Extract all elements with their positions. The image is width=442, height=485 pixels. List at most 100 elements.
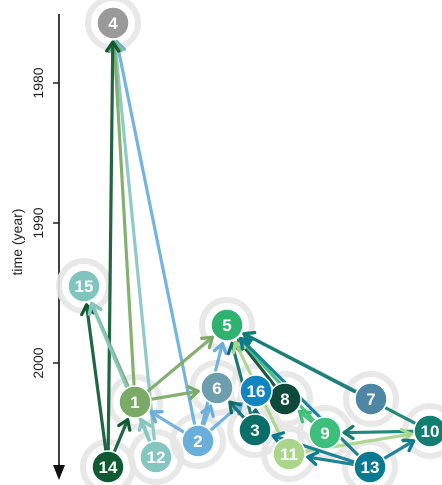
node-label: 11 <box>280 445 298 464</box>
node-label: 4 <box>108 14 118 33</box>
edge-line <box>230 403 248 422</box>
citation-edge <box>306 450 358 467</box>
node-circle <box>239 374 273 408</box>
paper-node-8[interactable]: 8 <box>268 382 302 416</box>
node-circle <box>200 371 234 405</box>
edge-line <box>245 334 420 427</box>
node-halo <box>199 297 255 353</box>
citation-edge <box>380 438 416 462</box>
paper-node-11[interactable]: 11 <box>272 437 306 471</box>
node-halo <box>343 371 399 427</box>
paper-node-9[interactable]: 9 <box>308 416 342 450</box>
arrowhead-icon <box>401 438 416 453</box>
node-label: 14 <box>99 458 118 477</box>
arrowhead-icon <box>105 40 121 53</box>
node-circle <box>308 416 342 450</box>
citation-edges <box>80 40 420 467</box>
node-circle <box>413 414 442 448</box>
arrowhead-icon <box>228 400 242 415</box>
arrowhead-icon <box>238 336 253 351</box>
arrowhead-icon <box>342 424 355 441</box>
paper-node-13[interactable]: 13 <box>353 450 387 484</box>
node-label: 2 <box>193 432 202 451</box>
node-label: 8 <box>280 390 289 409</box>
node-label: 13 <box>361 458 380 477</box>
node-label: 7 <box>366 390 375 409</box>
paper-node-12[interactable]: 12 <box>139 440 173 474</box>
node-circle <box>354 382 388 416</box>
paper-node-10[interactable]: 10 <box>413 414 442 448</box>
citation-edge <box>144 335 215 395</box>
node-circle <box>210 308 244 342</box>
citation-edge <box>147 385 200 402</box>
axis-tick-label: 1990 <box>30 207 46 238</box>
node-label: 1 <box>130 393 139 412</box>
citation-edge <box>228 400 248 422</box>
paper-node-4[interactable]: 4 <box>96 6 130 40</box>
citation-edge <box>200 404 215 430</box>
edge-line <box>85 307 108 455</box>
paper-node-16[interactable]: 16 <box>239 374 273 408</box>
axis-ticks: 1980 1990 2000 <box>30 67 59 379</box>
edge-line <box>112 44 136 390</box>
edge-line <box>147 390 196 402</box>
paper-node-7[interactable]: 7 <box>354 382 388 416</box>
node-label: 10 <box>421 422 440 441</box>
node-circle <box>272 437 306 471</box>
arrowhead-icon <box>117 417 132 432</box>
arrowhead-icon <box>149 410 164 424</box>
node-label: 15 <box>75 277 94 296</box>
node-circle <box>353 450 387 484</box>
time-axis: 1980 1990 2000 time (year) <box>9 14 65 480</box>
edge-line <box>380 441 412 462</box>
node-circle <box>96 6 130 40</box>
paper-node-3[interactable]: 3 <box>238 413 272 447</box>
arrowhead-icon <box>87 301 102 316</box>
citation-edge <box>105 40 121 455</box>
node-circle <box>91 450 125 484</box>
arrowhead-icon <box>271 431 286 446</box>
edge-line <box>106 44 115 455</box>
arrowhead-icon <box>200 404 215 418</box>
edge-line <box>310 456 358 467</box>
node-circle <box>118 385 152 419</box>
arrowhead-icon <box>306 450 320 466</box>
paper-node-5[interactable]: 5 <box>210 308 244 342</box>
node-circle <box>238 413 272 447</box>
axis-arrowhead-icon <box>53 465 65 480</box>
arrowhead-icon <box>212 341 228 356</box>
node-label: 5 <box>222 316 231 335</box>
paper-node-1[interactable]: 1 <box>118 385 152 419</box>
edge-line <box>113 44 157 445</box>
edge-line <box>141 421 153 446</box>
node-circle <box>181 424 215 458</box>
citation-edge <box>137 418 153 446</box>
edge-line <box>201 408 211 430</box>
paper-node-2[interactable]: 2 <box>181 424 215 458</box>
edge-line <box>240 340 318 425</box>
edge-line <box>207 404 241 434</box>
axis-tick-label: 2000 <box>30 347 46 378</box>
arrowhead-icon <box>137 418 153 432</box>
edge-line <box>152 412 188 436</box>
arrowhead-icon <box>297 409 312 424</box>
citation-edge <box>111 417 132 456</box>
node-label: 16 <box>247 382 266 401</box>
arrowhead-icon <box>186 385 200 401</box>
paper-node-6[interactable]: 6 <box>200 371 234 405</box>
node-circle <box>67 269 101 303</box>
arrowhead-icon <box>200 335 215 350</box>
axis-title: time (year) <box>9 209 25 276</box>
node-circle <box>139 440 173 474</box>
paper-node-15[interactable]: 15 <box>67 269 101 303</box>
edge-line <box>144 338 211 395</box>
edge-line <box>111 421 128 456</box>
axis-tick-label: 1980 <box>30 67 46 98</box>
paper-node-14[interactable]: 14 <box>91 450 125 484</box>
node-label: 6 <box>212 379 221 398</box>
edge-line <box>115 43 197 429</box>
citation-edge <box>149 410 188 436</box>
edge-line <box>239 341 278 390</box>
